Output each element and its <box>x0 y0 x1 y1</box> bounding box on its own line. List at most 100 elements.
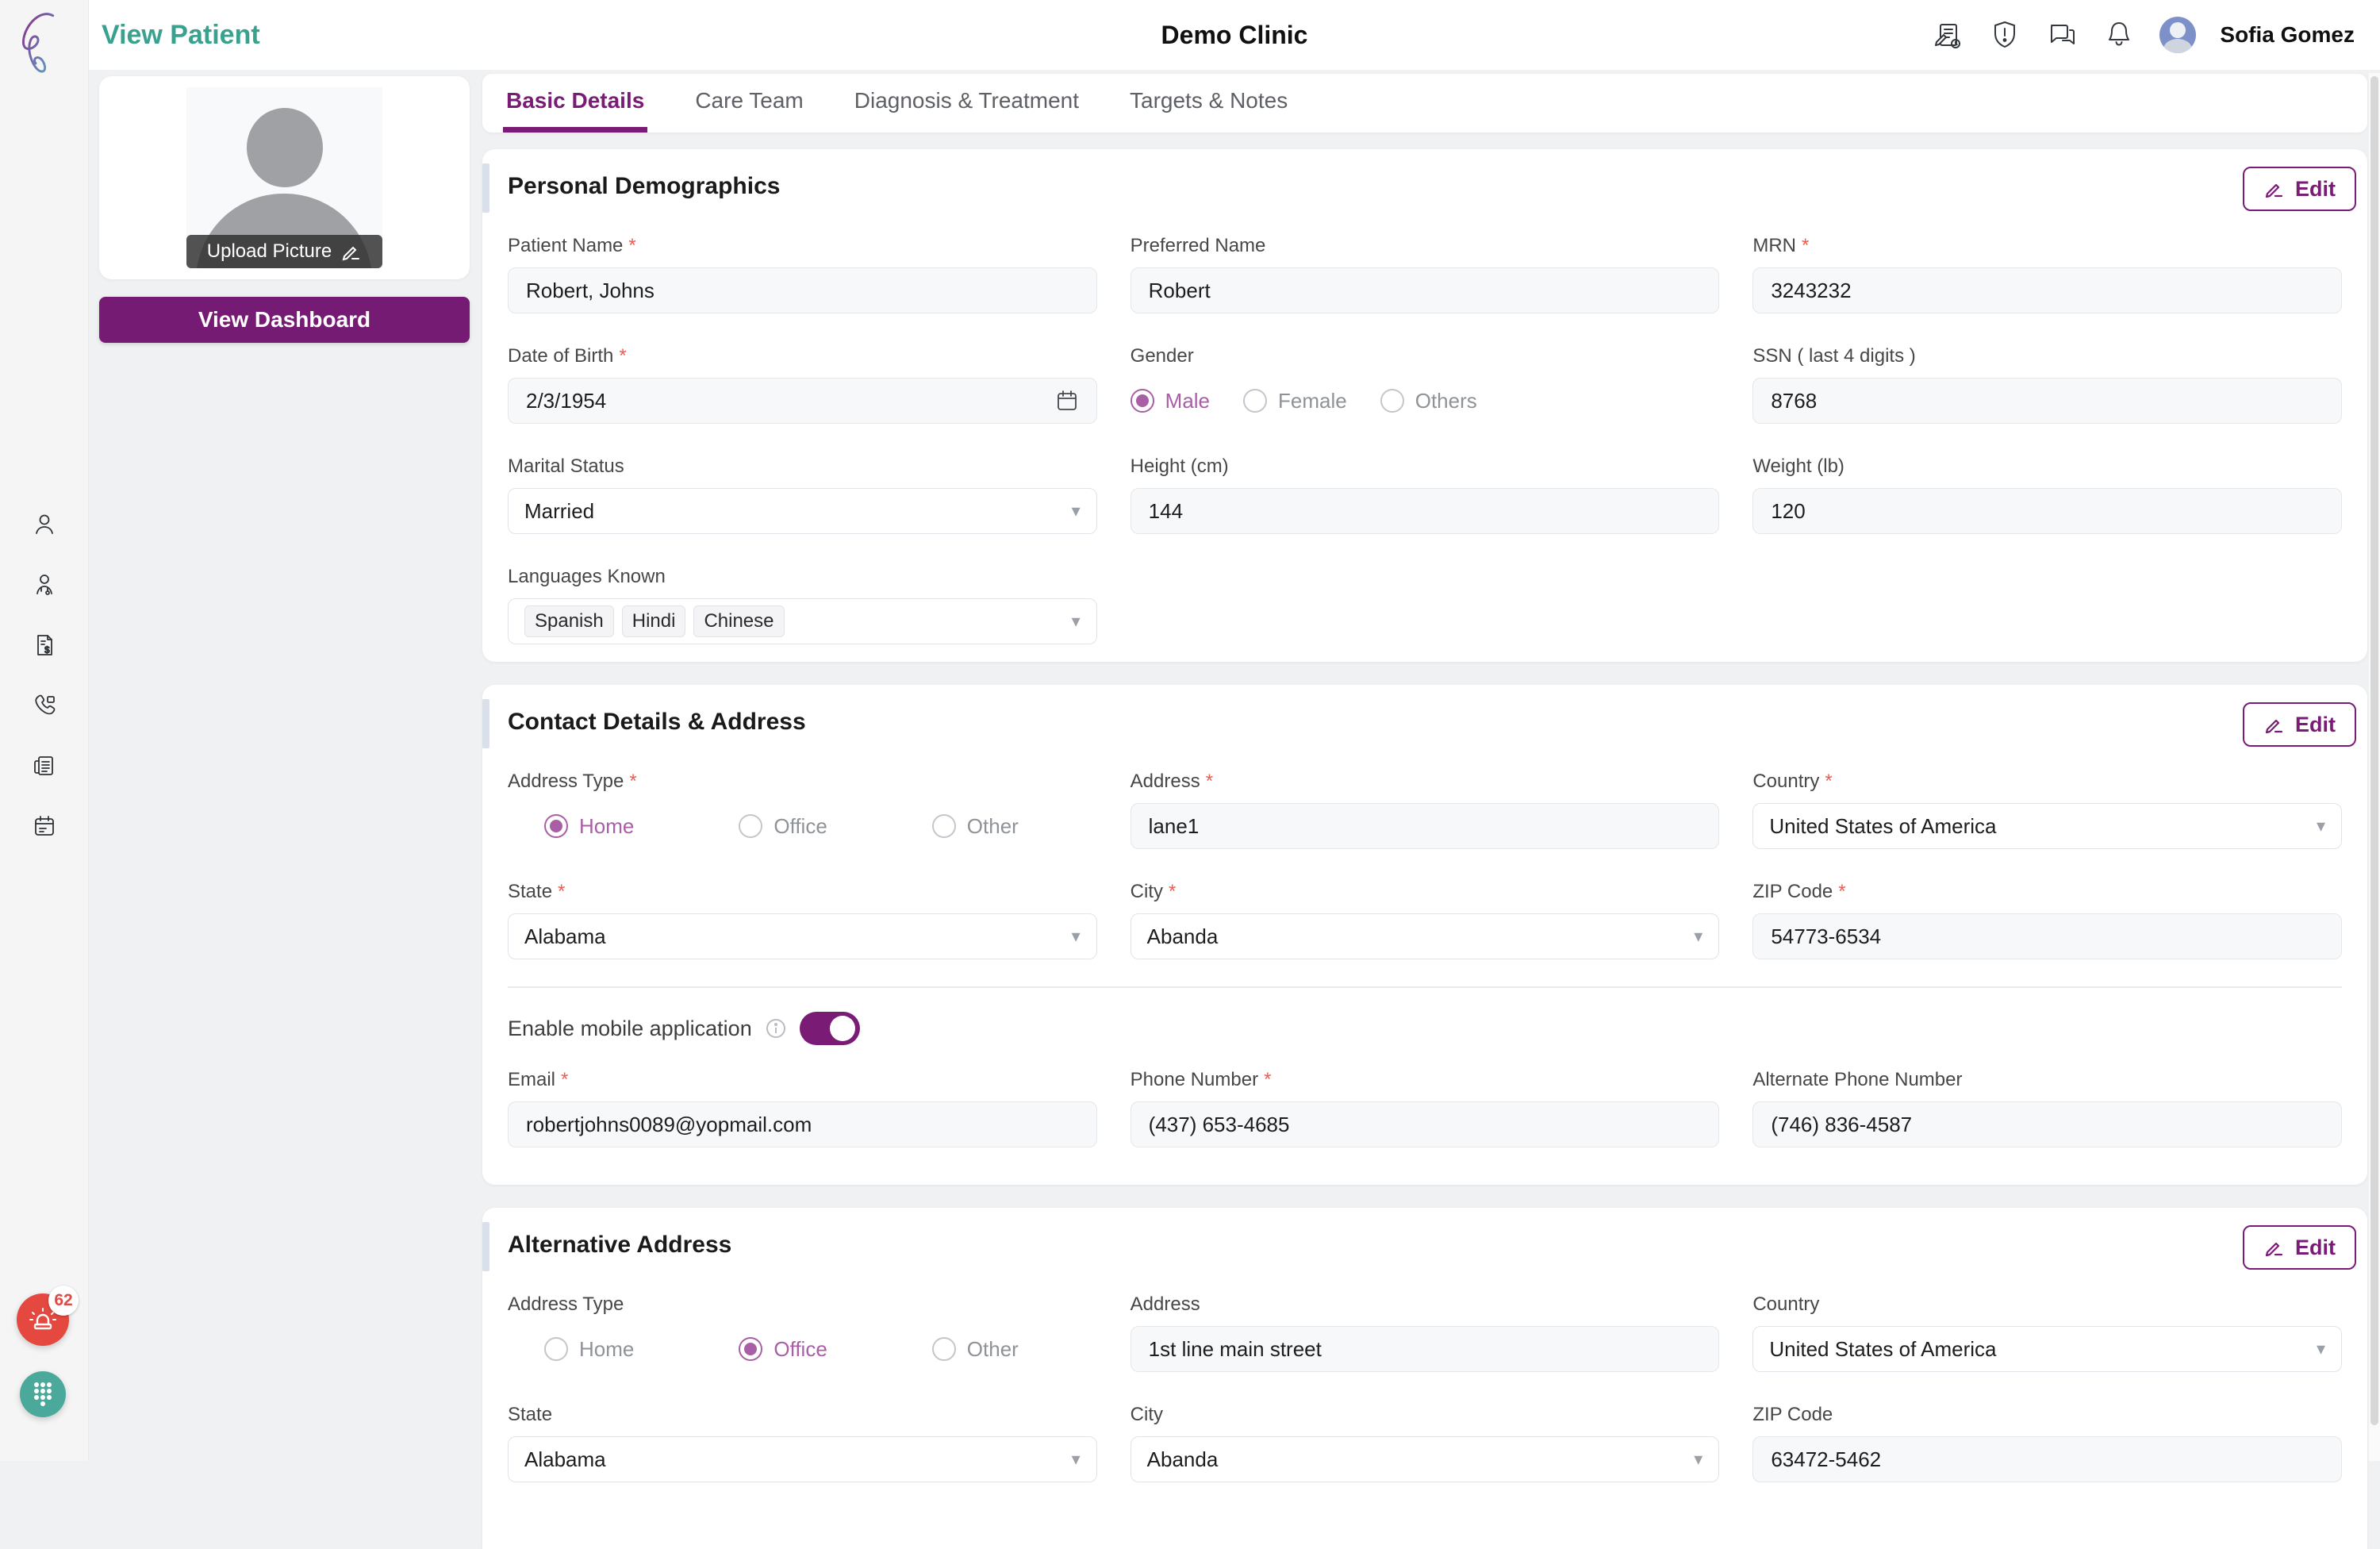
required-marker: * <box>1169 881 1177 902</box>
radio-dot <box>1380 389 1404 413</box>
user-avatar[interactable] <box>2159 17 2197 53</box>
radio-label: Others <box>1415 388 1477 413</box>
patient-photo-placeholder[interactable]: Upload Picture <box>186 87 382 268</box>
patients-icon[interactable] <box>32 512 57 537</box>
radio-label: Office <box>774 813 827 838</box>
app-logo[interactable] <box>10 6 78 79</box>
alt-country-select[interactable]: United States of America ▾ <box>1752 1326 2342 1372</box>
calendar-icon[interactable] <box>32 813 57 839</box>
section-divider <box>508 986 2342 988</box>
radio-label: Home <box>579 813 635 838</box>
field-label: ZIP Code <box>1752 881 1833 902</box>
mobile-app-toggle[interactable] <box>799 1012 860 1045</box>
alt-address-type-home[interactable]: Home <box>544 1337 634 1362</box>
country-select[interactable]: United States of America ▾ <box>1752 803 2342 849</box>
chevron-down-icon: ▾ <box>1071 611 1081 631</box>
field-alt-zip: ZIP Code <box>1752 1404 2342 1482</box>
address-type-office[interactable]: Office <box>739 814 827 839</box>
patient-tabs: Basic Details Care Team Diagnosis & Trea… <box>482 74 2367 133</box>
field-label: City <box>1130 1404 1163 1425</box>
gender-radio-others[interactable]: Others <box>1380 389 1477 413</box>
tab-care-team[interactable]: Care Team <box>695 87 804 113</box>
info-icon[interactable] <box>765 1017 787 1040</box>
alt-address-type-other[interactable]: Other <box>931 1337 1019 1362</box>
radio-label: Female <box>1278 388 1347 413</box>
field-alt-city: City Abanda ▾ <box>1130 1404 1720 1482</box>
preferred-name-input[interactable] <box>1130 267 1720 313</box>
required-marker: * <box>1801 235 1810 256</box>
user-name: Sofia Gomez <box>2220 22 2355 47</box>
fax-icon[interactable] <box>32 753 57 778</box>
care-provider-icon[interactable] <box>32 572 57 598</box>
edit-label: Edit <box>2295 712 2336 736</box>
edit-label: Edit <box>2295 176 2336 201</box>
alt-state-select[interactable]: Alabama ▾ <box>508 1436 1097 1482</box>
notifications-icon[interactable] <box>2102 18 2136 52</box>
upload-picture-label: Upload Picture <box>206 240 332 262</box>
zip-input[interactable] <box>1752 913 2342 959</box>
address-input[interactable] <box>1130 803 1720 849</box>
alt-zip-input[interactable] <box>1752 1436 2342 1482</box>
field-marital-status: Marital Status Married ▾ <box>508 455 1097 534</box>
state-select[interactable]: Alabama ▾ <box>508 913 1097 959</box>
section-personal-demographics: Personal Demographics Edit Patient Name *… <box>482 149 2367 662</box>
ssn-input[interactable] <box>1752 378 2342 424</box>
tab-basic-details[interactable]: Basic Details <box>503 74 648 133</box>
messages-icon[interactable] <box>2045 18 2079 52</box>
email-input[interactable] <box>508 1101 1097 1147</box>
chevron-down-icon: ▾ <box>1694 926 1703 946</box>
field-height: Height (cm) <box>1130 455 1720 534</box>
field-alt-state: State Alabama ▾ <box>508 1404 1097 1482</box>
page-title: View Patient <box>102 19 260 50</box>
edit-demographics-button[interactable]: Edit <box>2243 167 2356 211</box>
mobile-app-label: Enable mobile application <box>508 1016 752 1040</box>
section-title: Personal Demographics <box>508 173 781 199</box>
billing-icon[interactable]: $ <box>32 632 57 658</box>
phone-chat-icon[interactable] <box>32 693 57 718</box>
shield-alert-icon[interactable] <box>1988 18 2021 52</box>
calendar-icon[interactable] <box>1055 389 1079 413</box>
field-label: Address <box>1130 1293 1200 1315</box>
mrn-input[interactable] <box>1752 267 2342 313</box>
date-of-birth-input[interactable]: 2/3/1954 <box>508 378 1097 424</box>
field-country: Country * United States of America ▾ <box>1752 771 2342 849</box>
edit-contact-button[interactable]: Edit <box>2243 702 2356 747</box>
edit-pen-icon <box>2265 183 2283 198</box>
upload-picture-button[interactable]: Upload Picture <box>186 235 382 268</box>
field-label: Country <box>1752 771 1820 792</box>
edit-pen-icon <box>2265 719 2283 734</box>
alt-phone-input[interactable] <box>1752 1101 2342 1147</box>
alt-address-input[interactable] <box>1130 1326 1720 1372</box>
gender-radio-female[interactable]: Female <box>1243 389 1347 413</box>
prescription-note-icon[interactable] <box>1931 18 1964 52</box>
required-marker: * <box>1838 881 1846 902</box>
view-dashboard-button[interactable]: View Dashboard <box>99 297 470 343</box>
edit-alternative-address-button[interactable]: Edit <box>2243 1225 2356 1270</box>
scrollbar-thumb[interactable] <box>2370 76 2378 1425</box>
field-languages-known: Languages Known Spanish Hindi Chinese ▾ <box>508 566 1097 644</box>
languages-known-select[interactable]: Spanish Hindi Chinese ▾ <box>508 598 1097 644</box>
city-select[interactable]: Abanda ▾ <box>1130 913 1720 959</box>
phone-input[interactable] <box>1130 1101 1720 1147</box>
height-input[interactable] <box>1130 488 1720 534</box>
tab-diagnosis-treatment[interactable]: Diagnosis & Treatment <box>854 87 1080 113</box>
address-type-other[interactable]: Other <box>931 814 1019 839</box>
field-phone: Phone Number * <box>1130 1069 1720 1147</box>
emergency-alerts-button[interactable]: 62 <box>17 1286 79 1346</box>
tab-targets-notes[interactable]: Targets & Notes <box>1130 87 1288 113</box>
radio-label: Male <box>1165 388 1211 413</box>
address-type-home[interactable]: Home <box>544 814 634 839</box>
patient-name-input[interactable] <box>508 267 1097 313</box>
field-label: Phone Number <box>1130 1069 1259 1090</box>
field-label: MRN <box>1752 235 1796 256</box>
language-chips: Spanish Hindi Chinese <box>524 605 785 637</box>
alt-address-type-office[interactable]: Office <box>739 1337 827 1362</box>
gender-radio-male[interactable]: Male <box>1130 389 1210 413</box>
address-type-radio-group: Home Office Other <box>508 803 1097 849</box>
field-gender: Gender Male Female Others <box>1130 345 1720 424</box>
marital-status-select[interactable]: Married ▾ <box>508 488 1097 534</box>
dialpad-button[interactable] <box>20 1371 66 1417</box>
alt-city-select[interactable]: Abanda ▾ <box>1130 1436 1720 1482</box>
field-mrn: MRN * <box>1752 235 2342 313</box>
weight-input[interactable] <box>1752 488 2342 534</box>
